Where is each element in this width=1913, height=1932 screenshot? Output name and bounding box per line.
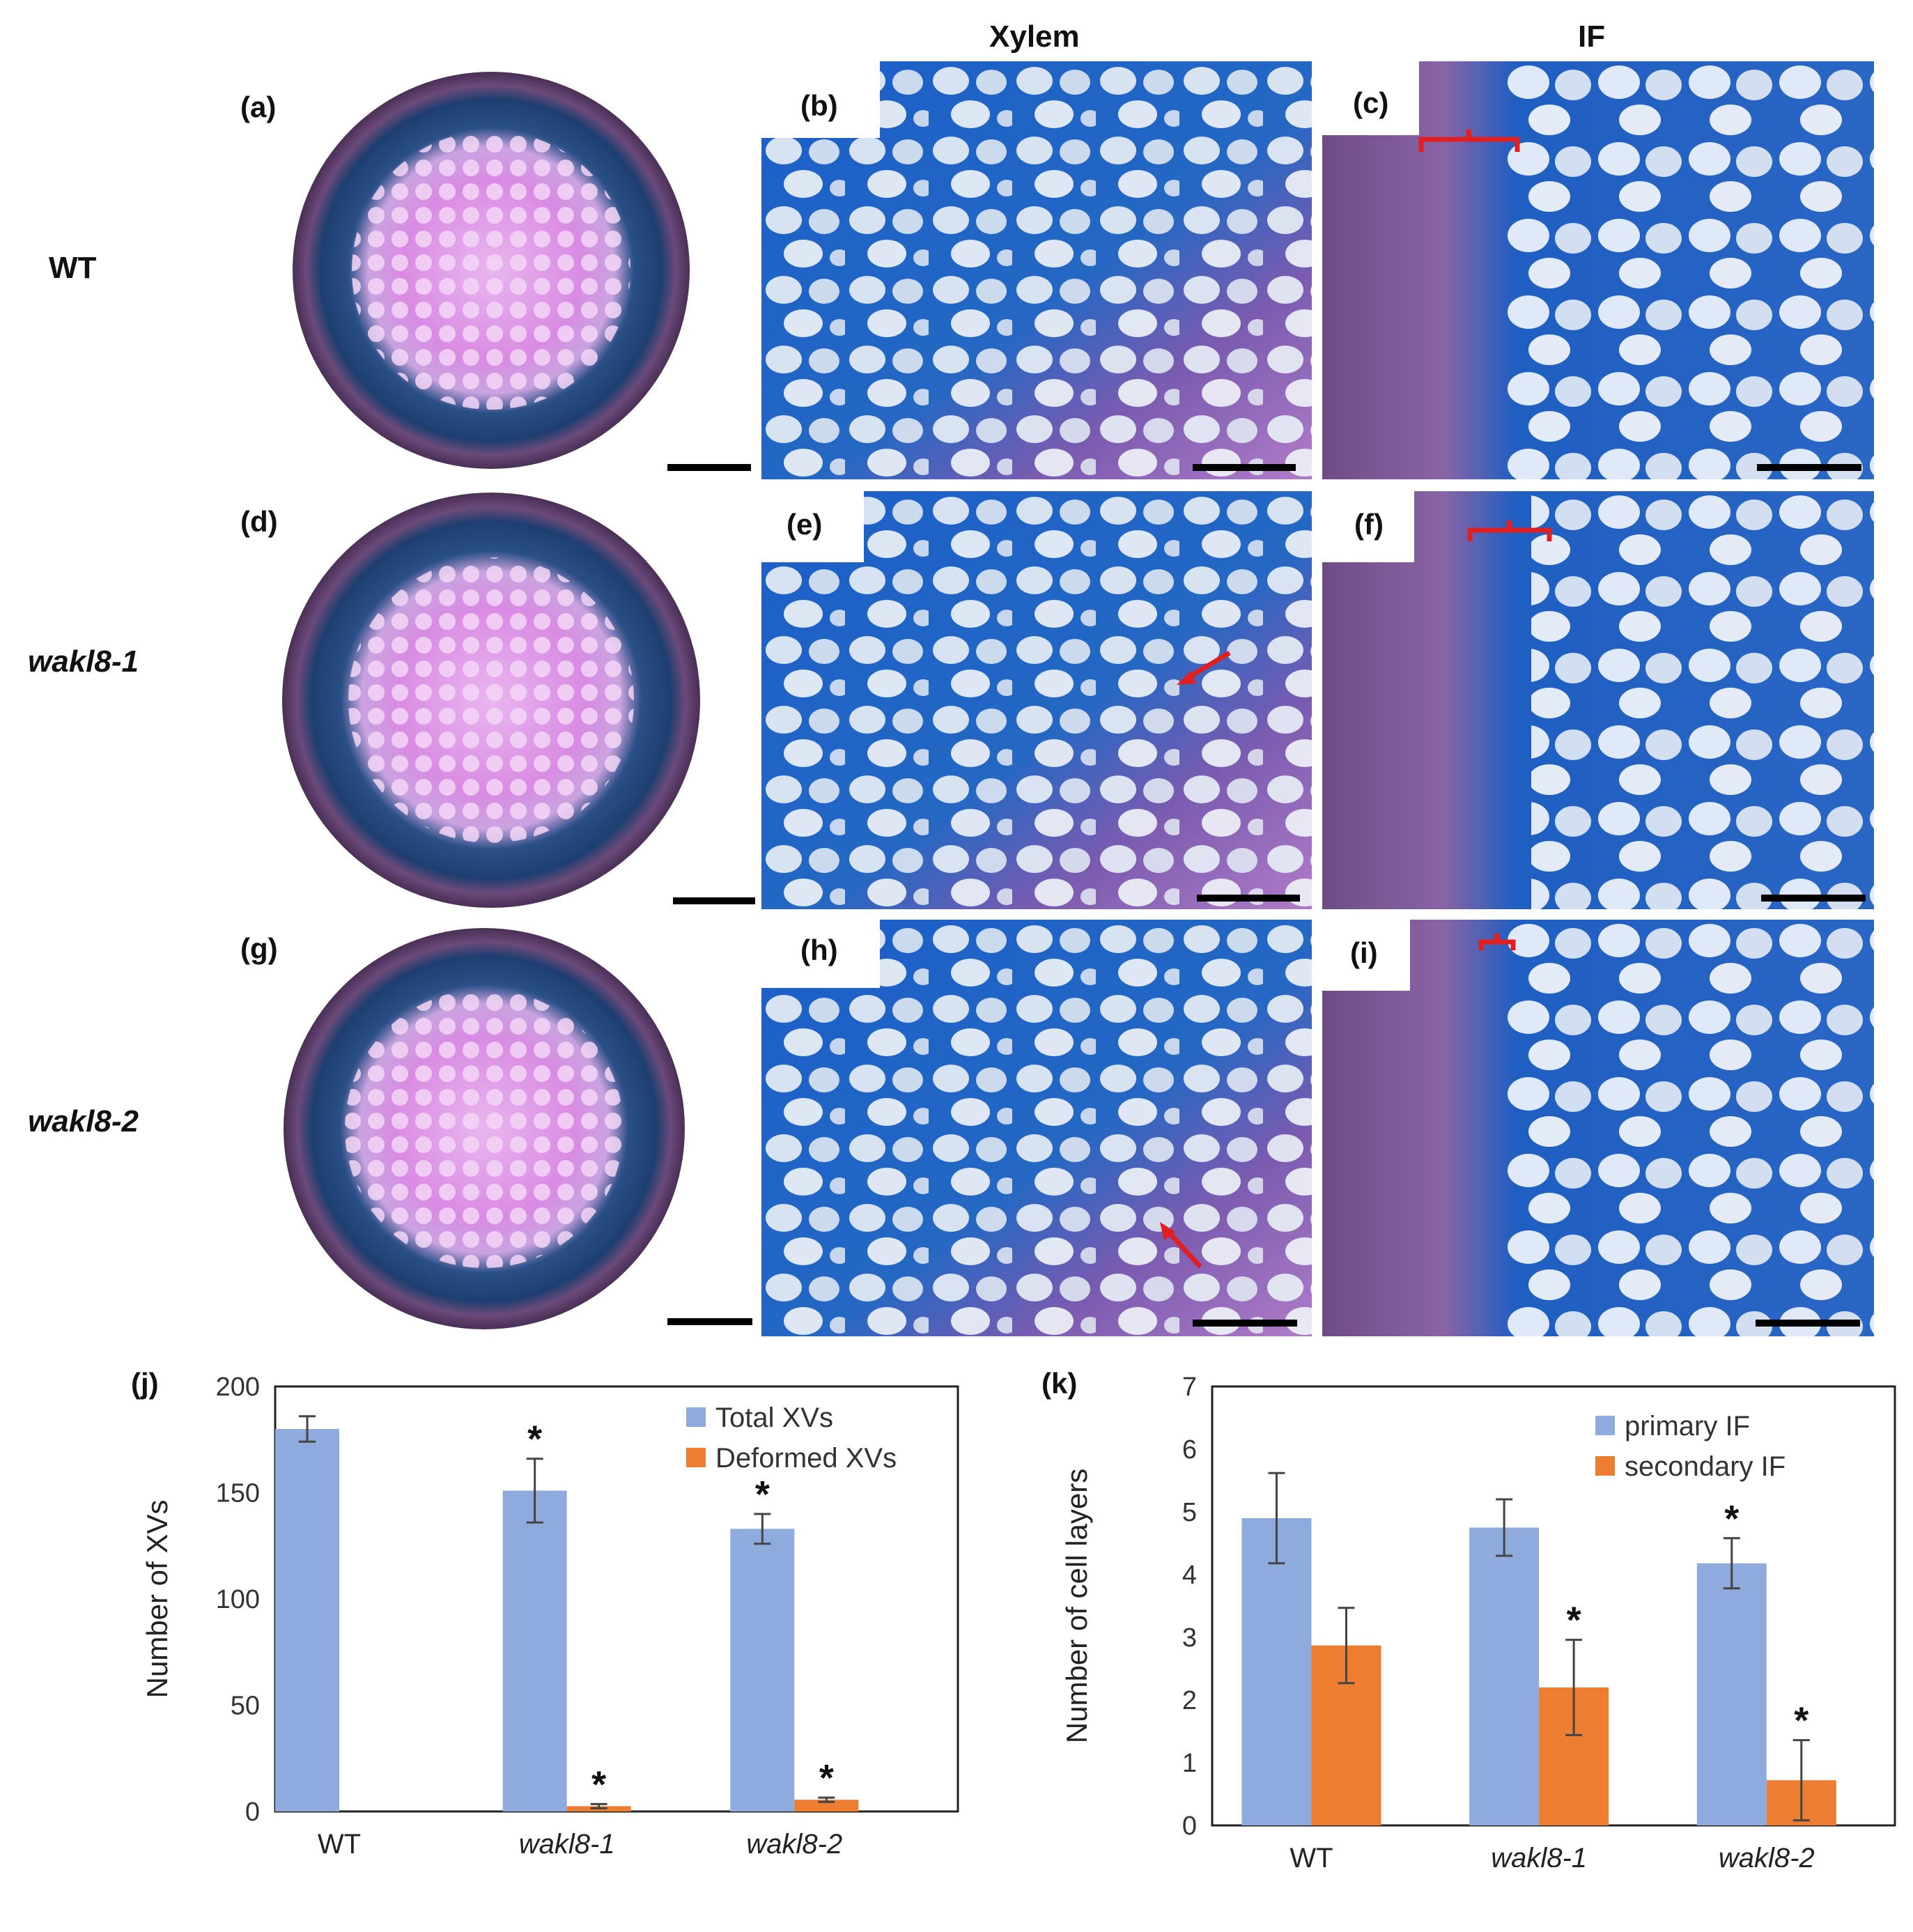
micrograph-wt-cross-section (199, 61, 756, 479)
scale-bar-g (667, 1318, 752, 1325)
micrograph-wakl8-1-cross-section (199, 491, 756, 909)
panel-label-d: (d) (240, 505, 278, 539)
significance-marker: * (1794, 1700, 1809, 1742)
micrograph-wakl8-2-if (1322, 920, 1874, 1336)
micrograph-wakl8-1-if (1322, 491, 1874, 909)
y-tick-label: 0 (1182, 1811, 1197, 1841)
chart-k-number-of-cell-layers: 0 1 2 3 4 5 6 7 Number of cell layers WT * wakl8-1 *… (1060, 1373, 1896, 1867)
column-header-xylem: Xylem (989, 20, 1080, 54)
bar-primary-if-wakl8-1 (1469, 1527, 1540, 1825)
arrow-annotation-h (1165, 1228, 1202, 1269)
significance-marker: * (591, 1763, 606, 1805)
scale-bar-b (1193, 464, 1296, 471)
y-axis-title: Number of cell layers (1060, 1469, 1093, 1743)
x-category-label: wakl8-1 (1491, 1843, 1587, 1867)
significance-marker: * (819, 1757, 834, 1799)
panel-label-c: (c) (1322, 61, 1420, 135)
column-header-if: IF (1578, 20, 1606, 54)
panel-label-b: (b) (761, 61, 880, 138)
micrograph-wakl8-2-xylem (761, 920, 1312, 1336)
micrograph-wakl8-2-cross-section (199, 920, 756, 1336)
scale-bar-d (673, 897, 755, 904)
micrograph-wt-xylem (761, 61, 1312, 479)
y-tick-label: 100 (216, 1585, 260, 1614)
y-tick-label: 5 (1182, 1498, 1197, 1527)
bracket-annotation-c (1418, 129, 1520, 152)
legend-entry: Deformed XVs (715, 1443, 897, 1474)
legend-swatch (686, 1407, 706, 1427)
bar-total-xvs-wakl8-1 (502, 1490, 567, 1811)
panel-label-k: (k) (1041, 1367, 1078, 1400)
panel-label-h: (h) (761, 920, 880, 988)
legend-entry: primary IF (1625, 1411, 1750, 1442)
y-tick-label: 4 (1182, 1561, 1197, 1590)
legend-swatch (1595, 1456, 1615, 1476)
x-category-label: wakl8-2 (746, 1829, 842, 1860)
bar-deformed-xvs-wakl8-2 (794, 1800, 859, 1811)
row-header-wakl8-2: wakl8-2 (28, 1104, 139, 1138)
legend-entry: Total XVs (715, 1402, 833, 1433)
bar-primary-if-wakl8-2 (1696, 1563, 1767, 1825)
scale-bar-e (1197, 895, 1300, 902)
micrograph-wt-if (1322, 61, 1874, 479)
legend-swatch (686, 1448, 706, 1467)
significance-marker: * (527, 1419, 542, 1460)
panel-label-f: (f) (1322, 491, 1414, 562)
scale-bar-c (1757, 464, 1861, 471)
y-tick-label: 2 (1182, 1686, 1197, 1715)
scale-bar-h (1193, 1320, 1297, 1327)
bracket-annotation-f (1467, 520, 1552, 541)
panel-label-a: (a) (240, 91, 277, 124)
y-tick-label: 200 (216, 1373, 260, 1402)
bar-total-xvs-WT (275, 1429, 339, 1811)
y-tick-label: 7 (1182, 1373, 1197, 1402)
significance-marker: * (1724, 1498, 1739, 1540)
bracket-annotation-i (1478, 933, 1516, 950)
scale-bar-i (1756, 1320, 1860, 1327)
scale-bar-a (667, 464, 751, 471)
panel-label-e: (e) (761, 491, 865, 562)
row-header-wt: WT (49, 251, 97, 285)
y-tick-label: 50 (231, 1692, 260, 1721)
legend-swatch (1595, 1416, 1615, 1435)
panel-label-g: (g) (240, 932, 278, 966)
y-tick-label: 0 (245, 1798, 260, 1827)
y-tick-label: 6 (1182, 1435, 1197, 1465)
bar-primary-if-WT (1241, 1518, 1312, 1825)
x-category-label: WT (1289, 1843, 1333, 1867)
legend-entry: secondary IF (1625, 1451, 1786, 1482)
x-category-label: wakl8-2 (1719, 1843, 1815, 1867)
panel-label-i: (i) (1322, 920, 1410, 991)
significance-marker: * (1567, 1600, 1581, 1641)
row-header-wakl8-1: wakl8-1 (28, 644, 139, 679)
y-tick-label: 3 (1182, 1623, 1197, 1653)
x-category-label: wakl8-1 (519, 1829, 615, 1860)
y-tick-label: 150 (216, 1479, 260, 1508)
significance-marker: * (755, 1474, 770, 1515)
micrograph-wakl8-1-xylem (761, 491, 1312, 909)
chart-j-number-of-xvs: 0 50 100 150 200 Number of XVs WT * * wakl8-1 * * wa… (141, 1373, 959, 1860)
panel-label-j: (j) (131, 1367, 159, 1400)
arrow-annotation-e (1184, 650, 1231, 682)
y-tick-label: 1 (1182, 1749, 1197, 1778)
bar-total-xvs-wakl8-2 (730, 1529, 795, 1811)
x-category-label: WT (318, 1829, 361, 1860)
y-axis-title: Number of XVs (141, 1500, 173, 1699)
scale-bar-f (1761, 895, 1866, 902)
